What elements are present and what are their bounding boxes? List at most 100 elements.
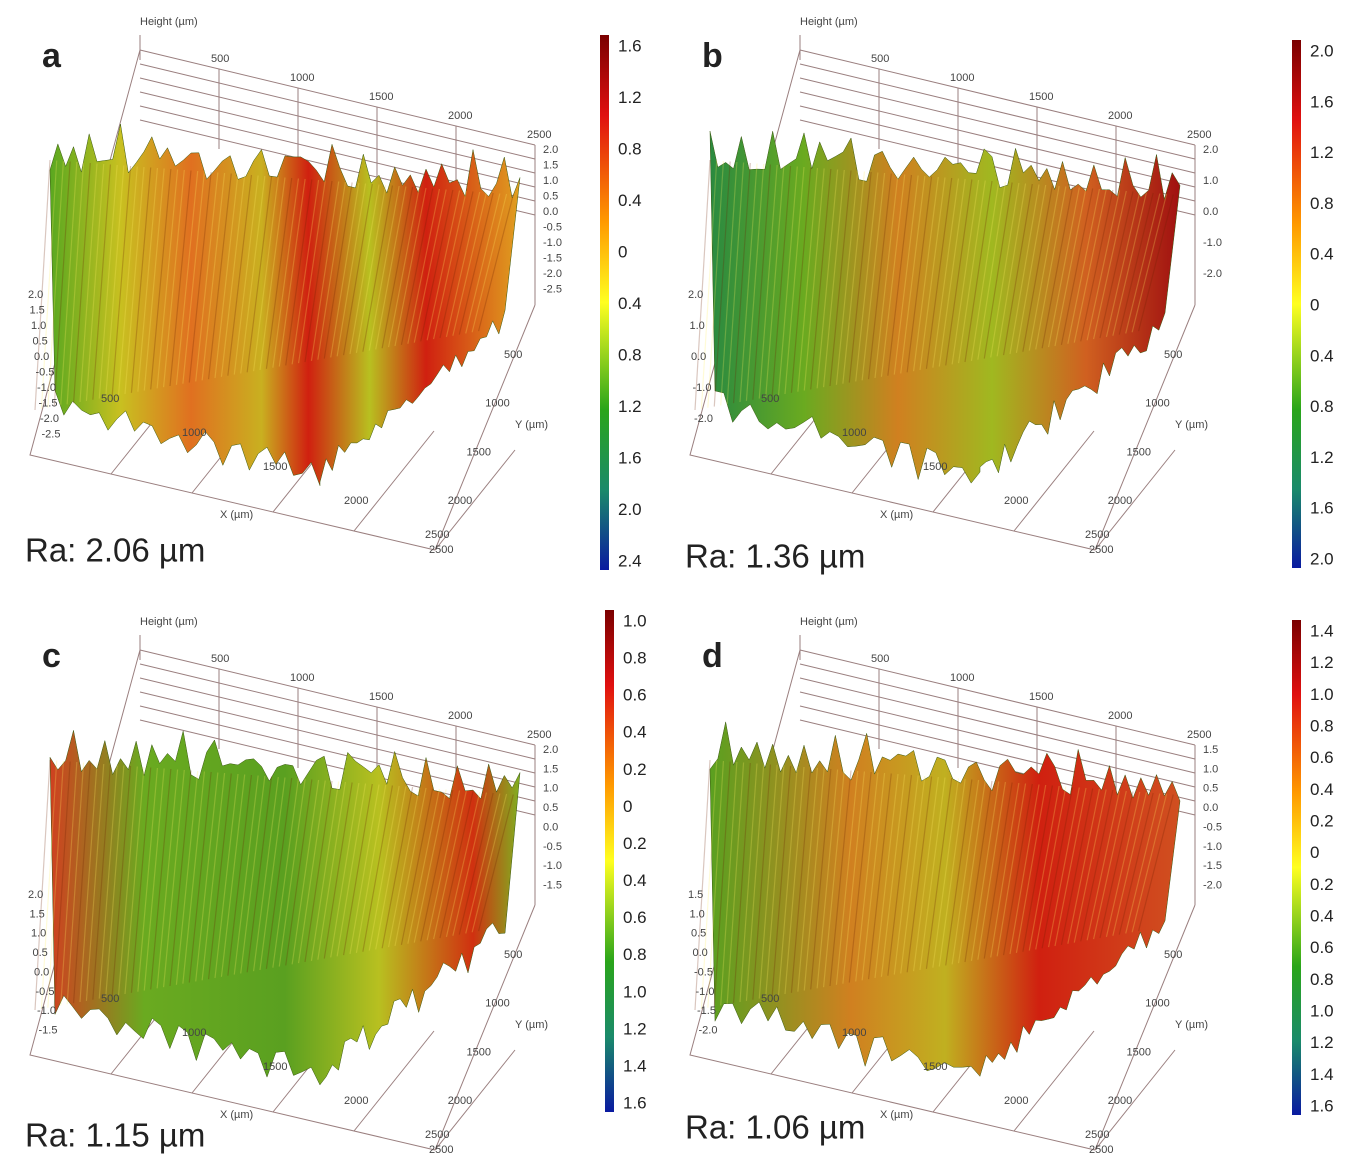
top-tick-label: 1500 [369,91,393,103]
surface-texture [252,176,279,372]
surface-texture [970,781,1000,961]
z-tick-label: -2.0 [1203,880,1222,892]
y-tick-label: 1500 [467,446,491,458]
surface-texture [1099,191,1134,339]
surface-texture [130,167,152,393]
top-tick-label: 1500 [1029,691,1053,703]
surface-texture [246,776,273,973]
surface-texture [1073,189,1107,343]
y-tick-label: 1000 [1145,998,1169,1010]
surface-texture [169,770,192,987]
z-tick-label: 1.5 [1203,744,1218,756]
surface-texture [1009,784,1040,955]
surface-texture [855,772,879,982]
surface-texture [124,166,145,395]
y-tick-label: 2000 [1108,495,1132,507]
colorbar-tick-label: 2.0 [618,500,642,519]
surface-texture [1022,785,1054,952]
surface-texture [53,161,71,407]
y-tick-label: 500 [504,349,522,361]
top-tick-label: 2000 [1108,710,1132,722]
colorbar-tick-label: 0.8 [623,945,647,964]
grid-line [799,677,1196,774]
colorbar-tick-label: 1.2 [623,1019,647,1038]
z-tick-label: 2.0 [688,289,703,301]
surface-texture [375,186,407,350]
colorbar-tick-label: 0.2 [1310,811,1334,830]
surface-texture [420,189,454,342]
surface-texture [932,178,960,368]
surface-texture [272,178,300,368]
surface-texture [85,163,105,401]
surface-texture [85,763,105,1001]
y-tick-label: 2000 [448,1095,472,1107]
surface-texture [964,180,993,363]
surface-texture [874,173,899,379]
surface-texture [227,174,253,376]
colorbar-tick-label: 0.2 [623,760,647,779]
surface-texture [1067,788,1101,944]
surface-texture [92,764,112,1000]
surface-texture [304,180,333,363]
surface-texture [964,780,993,963]
z-tick-label: -1.0 [693,382,712,394]
surface-texture [439,791,474,939]
x-tick-label: 1500 [923,1061,947,1073]
surface-texture [945,179,973,366]
top-tick-label: 2500 [1187,129,1211,141]
surface-texture [990,782,1020,958]
surface-texture [835,170,859,385]
y-tick-label: 500 [504,949,522,961]
surface-texture [182,171,206,384]
surface-texture [240,775,266,974]
z-tick-label: -2.5 [543,283,562,295]
surface-texture [420,789,454,942]
surface-texture [278,778,306,967]
surface-texture [835,770,859,985]
z-tick-label: -1.0 [543,860,562,872]
top-tick-label: 1000 [950,672,974,684]
surface-texture [1067,188,1101,344]
y-tick-label: 2000 [1108,1095,1132,1107]
surface-texture [887,774,913,976]
surface-texture [182,771,206,984]
surface-texture [1035,186,1067,350]
surface-texture [317,781,347,960]
surface-texture [919,777,946,971]
surface-texture [259,777,286,971]
z-tick-label: 0.0 [34,966,49,978]
z-tick-label: 1.0 [31,928,46,940]
z-tick-label: -0.5 [543,221,562,233]
x-tick-label: 2500 [425,529,449,541]
surface-texture [452,792,488,936]
colorbar-tick-label: 1.4 [623,1056,647,1075]
surface-texture [861,772,886,981]
panel: Height (µm) X (µm) Y (µm) 500 1000 1500 2000 25… [25,16,562,569]
height-label: Height (µm) [140,616,198,628]
colorbar-tick-label: 0.8 [1310,970,1334,989]
surface-texture [201,772,226,981]
surface-texture [162,769,185,988]
surface-texture [349,184,380,355]
surface-texture [810,768,832,990]
x-tick-label: 1000 [842,427,866,439]
surface-texture [1112,792,1148,936]
top-tick-label: 2500 [527,729,551,741]
surface-texture [880,774,906,977]
z-tick-label: -0.5 [694,966,713,978]
surface-texture [265,777,293,969]
grid-line [1013,430,1095,532]
surface-texture [72,162,91,404]
y-tick-label: 1000 [485,998,509,1010]
surface-texture [1022,185,1054,352]
y-tick-label: 500 [1164,949,1182,961]
surface-texture [829,770,852,987]
surface-texture [1099,791,1134,939]
surface-texture [272,778,300,968]
colorbar-tick-label: 0 [623,797,632,816]
colorbar [605,610,614,1112]
surface [709,131,1181,484]
surface-texture [919,177,946,371]
colorbar-tick-label: 1.2 [618,88,642,107]
